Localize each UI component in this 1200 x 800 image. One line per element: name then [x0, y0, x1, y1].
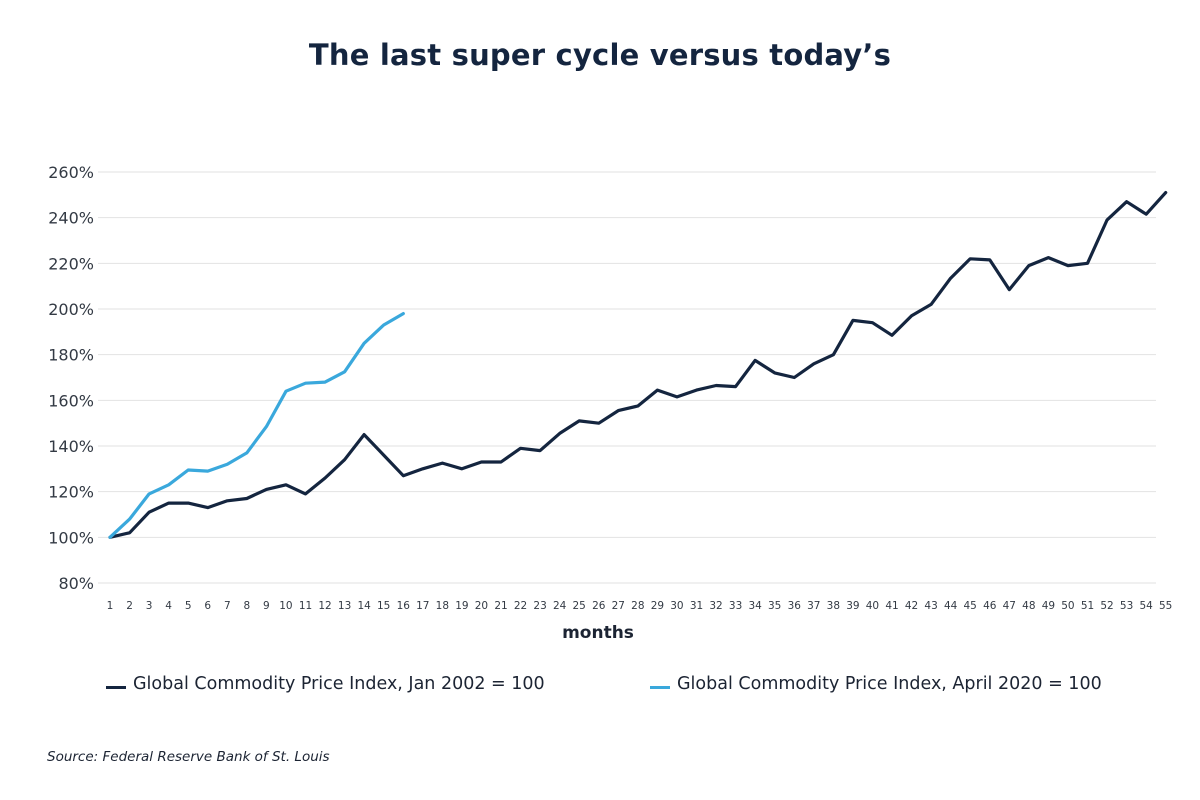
y-tick-label: 240%	[48, 209, 94, 228]
y-tick-label: 260%	[48, 163, 94, 182]
x-tick-label: 31	[690, 600, 703, 612]
legend-label: Global Commodity Price Index, April 2020…	[677, 674, 1102, 694]
x-tick-label: 22	[514, 600, 527, 612]
series-lines	[108, 191, 1168, 539]
x-tick-label: 13	[338, 600, 351, 612]
x-tick-label: 40	[866, 600, 879, 612]
x-tick-label: 36	[788, 600, 802, 612]
y-tick-label: 140%	[48, 437, 94, 456]
x-tick-label: 51	[1081, 600, 1094, 612]
x-tick-label: 37	[807, 600, 820, 612]
x-tick-label: 1	[107, 600, 114, 612]
source-note: Source: Federal Reserve Bank of St. Loui…	[47, 749, 330, 765]
x-tick-label: 45	[964, 600, 977, 612]
x-tick-label: 5	[185, 600, 192, 612]
x-tick-label: 24	[553, 600, 567, 612]
x-tick-label: 28	[631, 600, 644, 612]
x-tick-label: 35	[768, 600, 781, 612]
x-tick-label: 25	[573, 600, 586, 612]
x-tick-label: 32	[709, 600, 722, 612]
x-tick-label: 48	[1022, 600, 1035, 612]
x-tick-label: 39	[846, 600, 859, 612]
x-tick-label: 3	[146, 600, 153, 612]
x-tick-label: 29	[651, 600, 664, 612]
x-tick-label: 14	[357, 600, 371, 612]
legend-item-april-2020: Global Commodity Price Index, April 2020…	[650, 674, 1102, 694]
x-tick-label: 44	[944, 600, 958, 612]
x-tick-label: 47	[1003, 600, 1016, 612]
y-tick-label: 220%	[48, 254, 94, 273]
chart-title: The last super cycle versus today’s	[308, 38, 892, 72]
x-tick-label: 21	[494, 600, 507, 612]
legend-label: Global Commodity Price Index, Jan 2002 =…	[133, 674, 545, 694]
x-tick-label: 23	[533, 600, 546, 612]
x-tick-label: 8	[244, 600, 251, 612]
y-tick-label: 160%	[48, 391, 94, 410]
legend: Global Commodity Price Index, Jan 2002 =…	[0, 674, 1200, 700]
series-line-april-2020	[108, 312, 405, 539]
y-axis-ticks: 80% 100% 120% 140% 160% 180% 200% 220% 240% 260%	[48, 163, 94, 593]
x-tick-label: 10	[279, 600, 292, 612]
x-tick-label: 33	[729, 600, 742, 612]
x-tick-label: 2	[126, 600, 133, 612]
x-tick-label: 26	[592, 600, 606, 612]
x-tick-label: 54	[1139, 600, 1153, 612]
x-tick-label: 46	[983, 600, 997, 612]
x-tick-label: 52	[1100, 600, 1113, 612]
legend-item-jan-2002: Global Commodity Price Index, Jan 2002 =…	[106, 674, 545, 694]
x-tick-label: 16	[397, 600, 411, 612]
grid-lines	[98, 171, 1156, 584]
x-tick-label: 20	[475, 600, 488, 612]
x-tick-label: 15	[377, 600, 390, 612]
x-tick-label: 38	[827, 600, 840, 612]
x-tick-label: 6	[204, 600, 211, 612]
x-tick-label: 49	[1042, 600, 1055, 612]
x-tick-label: 4	[165, 600, 172, 612]
legend-swatch-blue	[650, 685, 670, 689]
x-tick-label: 27	[612, 600, 625, 612]
x-tick-label: 11	[299, 600, 312, 612]
x-tick-label: 43	[924, 600, 937, 612]
x-axis-ticks: 1 2 3 4 5 6 7 8 9 10 11 12 13 14 15 16 17 18 19 20 21 22 23 24 2…	[107, 600, 1173, 612]
series-line-jan-2002	[108, 191, 1168, 539]
x-tick-label: 34	[748, 600, 762, 612]
x-tick-label: 55	[1159, 600, 1172, 612]
x-axis-label: months	[562, 623, 634, 643]
x-tick-label: 17	[416, 600, 429, 612]
x-tick-label: 7	[224, 600, 231, 612]
y-tick-label: 200%	[48, 300, 94, 319]
x-tick-label: 9	[263, 600, 270, 612]
x-tick-label: 30	[670, 600, 683, 612]
x-tick-label: 41	[885, 600, 898, 612]
x-tick-label: 53	[1120, 600, 1133, 612]
x-tick-label: 19	[455, 600, 468, 612]
x-tick-label: 12	[318, 600, 331, 612]
y-tick-label: 80%	[58, 574, 94, 593]
x-tick-label: 42	[905, 600, 918, 612]
y-tick-label: 180%	[48, 346, 94, 365]
y-tick-label: 100%	[48, 528, 94, 547]
y-tick-label: 120%	[48, 483, 94, 502]
x-tick-label: 50	[1061, 600, 1074, 612]
legend-swatch-dark	[106, 685, 126, 689]
x-tick-label: 18	[436, 600, 449, 612]
